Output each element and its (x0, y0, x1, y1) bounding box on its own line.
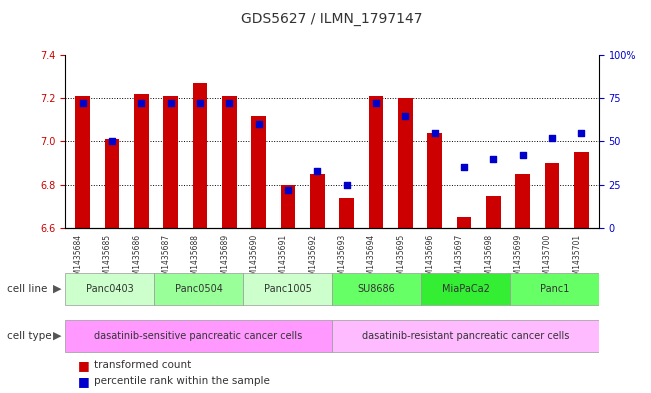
Bar (222, 96, 237, 228)
Point (136, 100, 146, 107)
Bar (516, 174, 530, 228)
Text: cell type: cell type (7, 331, 51, 341)
Bar (105, 140, 119, 228)
Text: dasatinib-resistant pancreatic cancer cells: dasatinib-resistant pancreatic cancer ce… (362, 331, 569, 341)
FancyBboxPatch shape (65, 273, 154, 305)
Text: ■: ■ (78, 375, 90, 388)
Text: dasatinib-sensitive pancreatic cancer cells: dasatinib-sensitive pancreatic cancer ce… (94, 331, 303, 341)
Text: ■: ■ (78, 359, 90, 372)
Text: MiaPaCa2: MiaPaCa2 (441, 284, 490, 294)
Bar (310, 174, 325, 228)
Point (312, 168, 322, 174)
Text: ▶: ▶ (53, 284, 62, 294)
Bar (163, 96, 178, 228)
Point (77, 100, 88, 107)
Point (342, 182, 352, 188)
Bar (545, 163, 559, 228)
Point (107, 138, 117, 145)
FancyBboxPatch shape (65, 320, 332, 352)
Point (371, 100, 381, 107)
Text: cell line: cell line (7, 284, 47, 294)
Point (253, 121, 264, 127)
FancyBboxPatch shape (243, 273, 332, 305)
Bar (281, 185, 296, 228)
Text: GDS5627 / ILMN_1797147: GDS5627 / ILMN_1797147 (242, 12, 422, 26)
Point (165, 100, 176, 107)
Point (488, 156, 499, 162)
FancyBboxPatch shape (510, 273, 599, 305)
Bar (486, 196, 501, 228)
Bar (398, 98, 413, 228)
Text: Panc1: Panc1 (540, 284, 569, 294)
Point (459, 164, 469, 171)
FancyBboxPatch shape (154, 273, 243, 305)
Bar (339, 198, 354, 228)
Bar (574, 152, 589, 228)
Bar (251, 116, 266, 228)
FancyBboxPatch shape (421, 273, 510, 305)
Point (547, 135, 557, 141)
Bar (368, 96, 383, 228)
Text: Panc1005: Panc1005 (264, 284, 311, 294)
FancyBboxPatch shape (332, 320, 599, 352)
Point (224, 100, 234, 107)
Point (430, 130, 440, 136)
Bar (456, 217, 471, 228)
Text: transformed count: transformed count (94, 360, 191, 371)
Bar (76, 96, 90, 228)
Text: SU8686: SU8686 (357, 284, 395, 294)
Bar (193, 83, 208, 228)
Text: Panc0504: Panc0504 (174, 284, 223, 294)
Point (400, 112, 411, 119)
FancyBboxPatch shape (332, 273, 421, 305)
Text: ▶: ▶ (53, 331, 62, 341)
Text: percentile rank within the sample: percentile rank within the sample (94, 376, 270, 386)
Point (576, 130, 587, 136)
Point (518, 152, 528, 158)
Bar (134, 94, 148, 228)
Point (283, 187, 293, 193)
Text: Panc0403: Panc0403 (86, 284, 133, 294)
Point (195, 100, 205, 107)
Bar (427, 133, 442, 228)
